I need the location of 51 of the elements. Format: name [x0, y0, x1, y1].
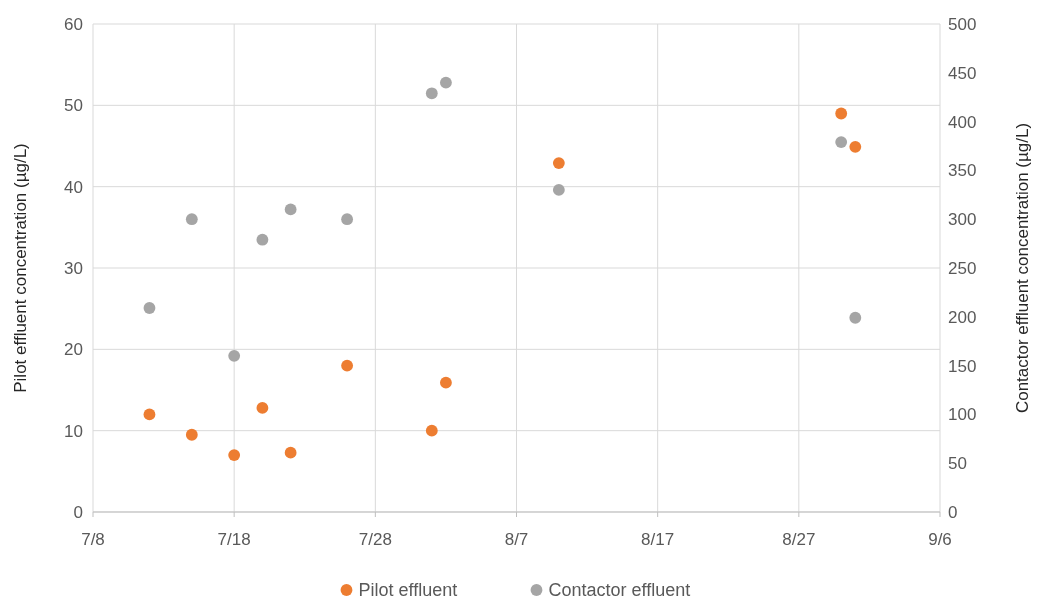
y2-tick-label: 300 [948, 210, 977, 230]
y2-axis-title: Contactor effluent concentration (µg/L) [1013, 122, 1032, 414]
point [849, 311, 862, 324]
point [284, 203, 297, 216]
y-tick-label: 60 [64, 15, 83, 34]
y-tick-label: 10 [64, 421, 83, 441]
point [425, 424, 438, 437]
y-axis-title: Pilot effluent concentration (µg/L) [11, 143, 30, 393]
legend-label: Contactor effluent [548, 580, 691, 600]
point [835, 136, 848, 148]
point [185, 213, 198, 226]
y2-tick-label: 500 [948, 15, 977, 34]
y2-tick-label: 400 [948, 112, 977, 132]
y-tick-label: 40 [64, 177, 83, 197]
y-tick-label: 50 [64, 96, 83, 116]
point [341, 359, 354, 372]
point [284, 446, 297, 459]
x-tick-label: 8/7 [504, 530, 529, 549]
point [835, 107, 848, 120]
point [143, 302, 156, 314]
y2-tick-label: 50 [948, 454, 967, 474]
x-tick-label: 8/17 [641, 530, 675, 549]
x-tick-label: 7/28 [358, 530, 392, 549]
point [228, 449, 241, 461]
y2-tick-label: 0 [948, 503, 958, 522]
point [552, 157, 565, 169]
y2-tick-label: 150 [948, 356, 977, 376]
y-tick-label: 0 [73, 503, 83, 522]
point [341, 213, 354, 226]
point [185, 428, 198, 441]
point [228, 349, 241, 362]
point [440, 76, 452, 89]
y2-tick-label: 450 [948, 63, 977, 83]
y2-tick-label: 250 [948, 259, 977, 278]
y-tick-label: 30 [64, 259, 83, 278]
y2-tick-label: 350 [948, 161, 977, 181]
y2-tick-label: 100 [948, 405, 977, 425]
point [256, 233, 269, 246]
point [256, 401, 269, 414]
x-tick-label: 9/6 [928, 530, 952, 549]
point [143, 408, 156, 421]
y-tick-label: 20 [64, 340, 83, 360]
x-tick-label: 7/18 [217, 530, 251, 549]
point [552, 184, 565, 196]
point [440, 376, 452, 389]
x-tick-label: 7/8 [81, 530, 105, 549]
y2-tick-label: 200 [948, 307, 977, 327]
point [425, 87, 438, 100]
x-tick-label: 8/27 [782, 530, 816, 549]
point [849, 140, 862, 153]
legend-label: Pilot effluent [358, 580, 458, 600]
